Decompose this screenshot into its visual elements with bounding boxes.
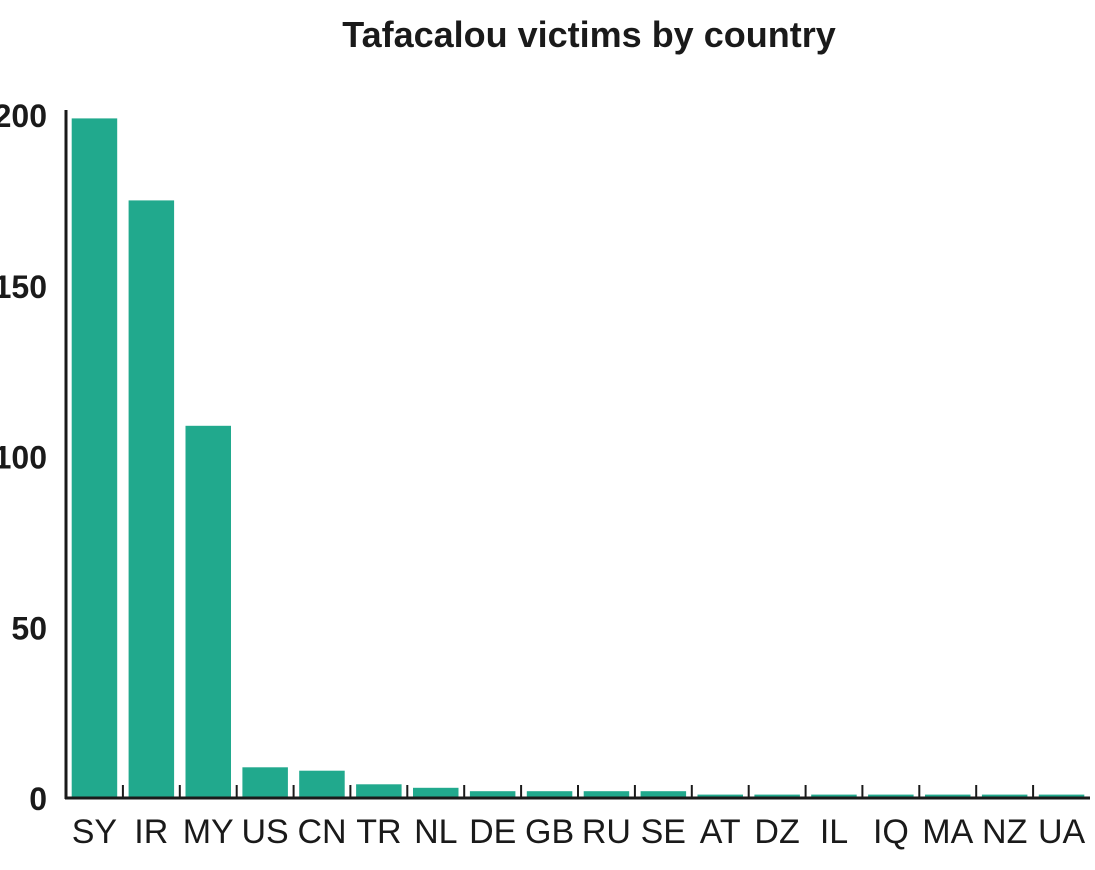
x-tick-label-de: DE xyxy=(469,813,516,851)
bar-dz xyxy=(754,794,800,798)
x-tick-labels: SY IR MY US CN TR NL DE GB RU SE AT DZ IL IQ MA NZ UA xyxy=(72,813,1086,851)
x-tick-label-us: US xyxy=(241,813,288,851)
x-tick-label-dz: DZ xyxy=(754,813,799,851)
bar-nz xyxy=(981,794,1028,798)
bar-gb xyxy=(526,791,573,798)
x-tick-label-gb: GB xyxy=(525,813,574,851)
chart-title: Tafacalou victims by country xyxy=(342,14,835,55)
x-tick-label-iq: IQ xyxy=(873,813,909,851)
bar-us xyxy=(242,767,288,798)
bar-at xyxy=(697,794,743,798)
y-tick-label: 0 xyxy=(29,781,47,817)
x-tick-label-my: MY xyxy=(183,813,234,851)
bars-layer xyxy=(71,118,1085,798)
y-tick-label: 150 xyxy=(0,269,47,305)
bar-se xyxy=(640,791,687,798)
bar-nl xyxy=(413,787,459,798)
x-tick-label-nz: NZ xyxy=(982,813,1027,851)
bar-cn xyxy=(299,770,345,798)
x-tick-label-cn: CN xyxy=(297,813,346,851)
y-tick-label: 50 xyxy=(11,610,47,646)
bar-my xyxy=(185,425,231,798)
y-tick-labels: 0 50 100 150 200 xyxy=(0,98,47,817)
bar-de xyxy=(469,791,516,798)
x-tick-label-se: SE xyxy=(641,813,686,851)
axes-layer xyxy=(64,110,1090,800)
x-tick-label-ua: UA xyxy=(1038,813,1086,851)
x-tick-label-tr: TR xyxy=(356,813,401,851)
bar-iq xyxy=(868,794,914,798)
y-tick-label: 200 xyxy=(0,98,47,134)
bar-ir xyxy=(128,200,175,798)
x-tick-label-nl: NL xyxy=(414,813,457,851)
bar-tr xyxy=(356,784,402,798)
bar-sy xyxy=(71,118,118,798)
bar-ru xyxy=(583,791,630,798)
x-tick-label-ru: RU xyxy=(582,813,631,851)
y-tick-label: 100 xyxy=(0,440,47,476)
x-tick-label-ma: MA xyxy=(922,813,973,851)
bar-ma xyxy=(925,794,971,798)
bar-il xyxy=(811,794,857,798)
x-tick-label-il: IL xyxy=(820,813,848,851)
x-tick-label-at: AT xyxy=(700,813,741,851)
bar-ua xyxy=(1038,794,1085,798)
x-tick-label-sy: SY xyxy=(72,813,117,851)
x-tick-label-ir: IR xyxy=(134,813,168,851)
